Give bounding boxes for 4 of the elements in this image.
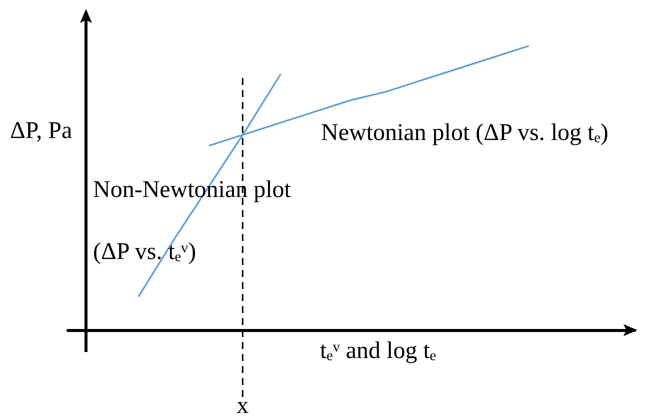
x-axis-title: tₑᵛ and log tₑ xyxy=(320,338,436,364)
series-label: Newtonian plot (ΔP vs. log tₑ) xyxy=(321,120,608,146)
text: x xyxy=(236,393,249,419)
y-axis-title: ΔP, Pa xyxy=(10,118,72,144)
